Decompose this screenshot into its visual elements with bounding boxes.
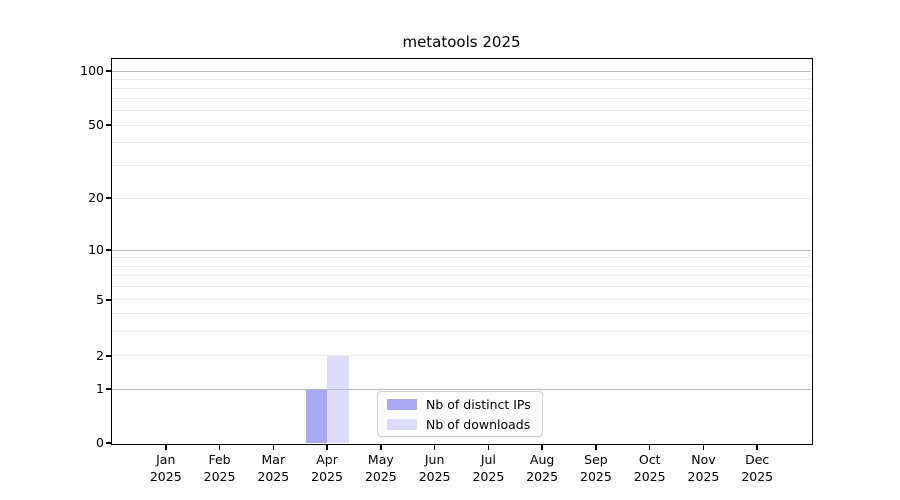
x-tick-label: Oct 2025 — [633, 452, 666, 484]
x-tick-label: Mar 2025 — [257, 452, 290, 484]
x-tick-label: Feb 2025 — [203, 452, 236, 484]
y-minor-gridline — [112, 87, 811, 89]
y-tick-mark — [105, 197, 111, 199]
legend-label-downloads: Nb of downloads — [426, 416, 531, 432]
y-major-gridline — [112, 388, 811, 390]
y-tick-label: 2 — [96, 347, 104, 363]
legend: Nb of distinct IPs Nb of downloads — [377, 391, 543, 437]
y-tick-label: 1 — [96, 381, 104, 396]
x-tick-label: Jun 2025 — [418, 452, 451, 484]
y-tick-mark — [105, 442, 111, 444]
y-tick-label: 10 — [88, 242, 104, 257]
y-minor-gridline — [112, 98, 811, 100]
y-minor-gridline — [112, 275, 811, 277]
chart-title: metatools 2025 — [402, 33, 521, 51]
y-tick-label: 100 — [80, 63, 104, 79]
x-tick-label: Apr 2025 — [311, 452, 343, 484]
legend-item-downloads: Nb of downloads — [387, 417, 542, 432]
legend-item-distinct-ips: Nb of distinct IPs — [387, 397, 542, 412]
x-tick-label: May 2025 — [364, 452, 397, 484]
bar-distinct-ips — [305, 389, 328, 443]
y-major-gridline — [112, 249, 811, 251]
y-minor-gridline — [112, 124, 811, 126]
x-tick-mark — [218, 444, 221, 450]
y-minor-gridline — [112, 142, 811, 144]
x-tick-label: Aug 2025 — [526, 452, 559, 484]
x-tick-mark — [272, 444, 275, 450]
y-minor-gridline — [112, 110, 811, 112]
y-minor-gridline — [112, 330, 811, 332]
legend-label-distinct-ips: Nb of distinct IPs — [426, 396, 531, 412]
y-tick-mark — [105, 299, 111, 301]
y-tick-mark — [105, 70, 111, 72]
y-minor-gridline — [112, 299, 811, 301]
y-minor-gridline — [112, 78, 811, 80]
x-tick-label: Jan 2025 — [149, 452, 182, 484]
y-major-gridline — [112, 70, 811, 72]
x-tick-label: Nov 2025 — [687, 452, 720, 484]
y-tick-mark — [105, 388, 111, 390]
bar-downloads — [327, 355, 349, 443]
y-minor-gridline — [112, 165, 811, 167]
x-tick-label: Sep 2025 — [580, 452, 612, 484]
y-minor-gridline — [112, 286, 811, 288]
x-tick-mark — [380, 444, 382, 450]
y-minor-gridline — [112, 265, 811, 267]
y-minor-gridline — [112, 197, 811, 199]
y-minor-gridline — [112, 313, 811, 315]
x-tick-mark — [648, 444, 651, 450]
y-tick-mark — [105, 249, 111, 251]
y-tick-label: 5 — [96, 291, 104, 307]
x-tick-mark — [595, 444, 597, 450]
x-tick-mark — [487, 444, 490, 450]
x-tick-label: Jul 2025 — [472, 452, 505, 484]
y-tick-label: 20 — [88, 190, 104, 205]
y-tick-mark — [105, 355, 111, 357]
x-tick-mark — [165, 444, 167, 450]
x-tick-label: Dec 2025 — [741, 452, 774, 484]
y-tick-mark — [105, 124, 111, 126]
x-tick-mark — [541, 444, 543, 450]
x-tick-mark — [433, 444, 436, 450]
x-tick-mark — [702, 444, 705, 450]
legend-swatch-distinct-ips — [387, 398, 417, 410]
legend-swatch-downloads — [387, 418, 417, 430]
x-tick-mark — [756, 444, 758, 450]
plot-area — [112, 59, 811, 443]
y-tick-label: 0 — [96, 435, 104, 450]
y-tick-label: 50 — [88, 117, 104, 132]
y-minor-gridline — [112, 355, 811, 357]
y-minor-gridline — [112, 257, 811, 259]
x-tick-mark — [326, 444, 328, 450]
